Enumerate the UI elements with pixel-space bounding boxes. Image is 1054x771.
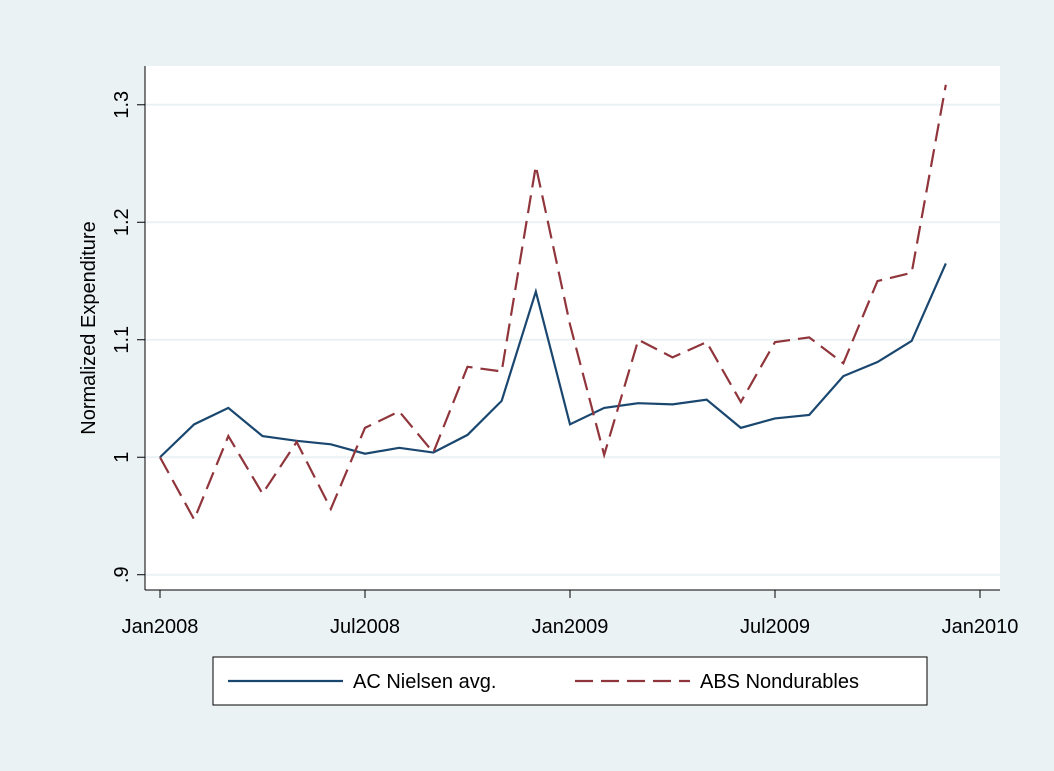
legend-label: ABS Nondurables [700, 671, 859, 693]
plot-area [145, 66, 1000, 590]
x-tick-label: Jan2008 [122, 616, 199, 638]
y-tick-label: 1.1 [111, 326, 133, 354]
x-tick-label: Jul2009 [740, 616, 810, 638]
line-series [159, 262, 947, 459]
y-axis-label: Normalized Expenditure [78, 221, 100, 434]
y-tick-label: 1.3 [111, 91, 133, 119]
y-tick-label: 1.2 [111, 208, 133, 236]
y-tick-label: .9 [111, 566, 133, 583]
x-tick-label: Jan2009 [532, 616, 609, 638]
x-tick-label: Jan2010 [942, 616, 1019, 638]
x-tick-label: Jul2008 [330, 616, 400, 638]
y-tick-label: 1 [111, 452, 133, 463]
legend-label: AC Nielsen avg. [353, 671, 496, 693]
